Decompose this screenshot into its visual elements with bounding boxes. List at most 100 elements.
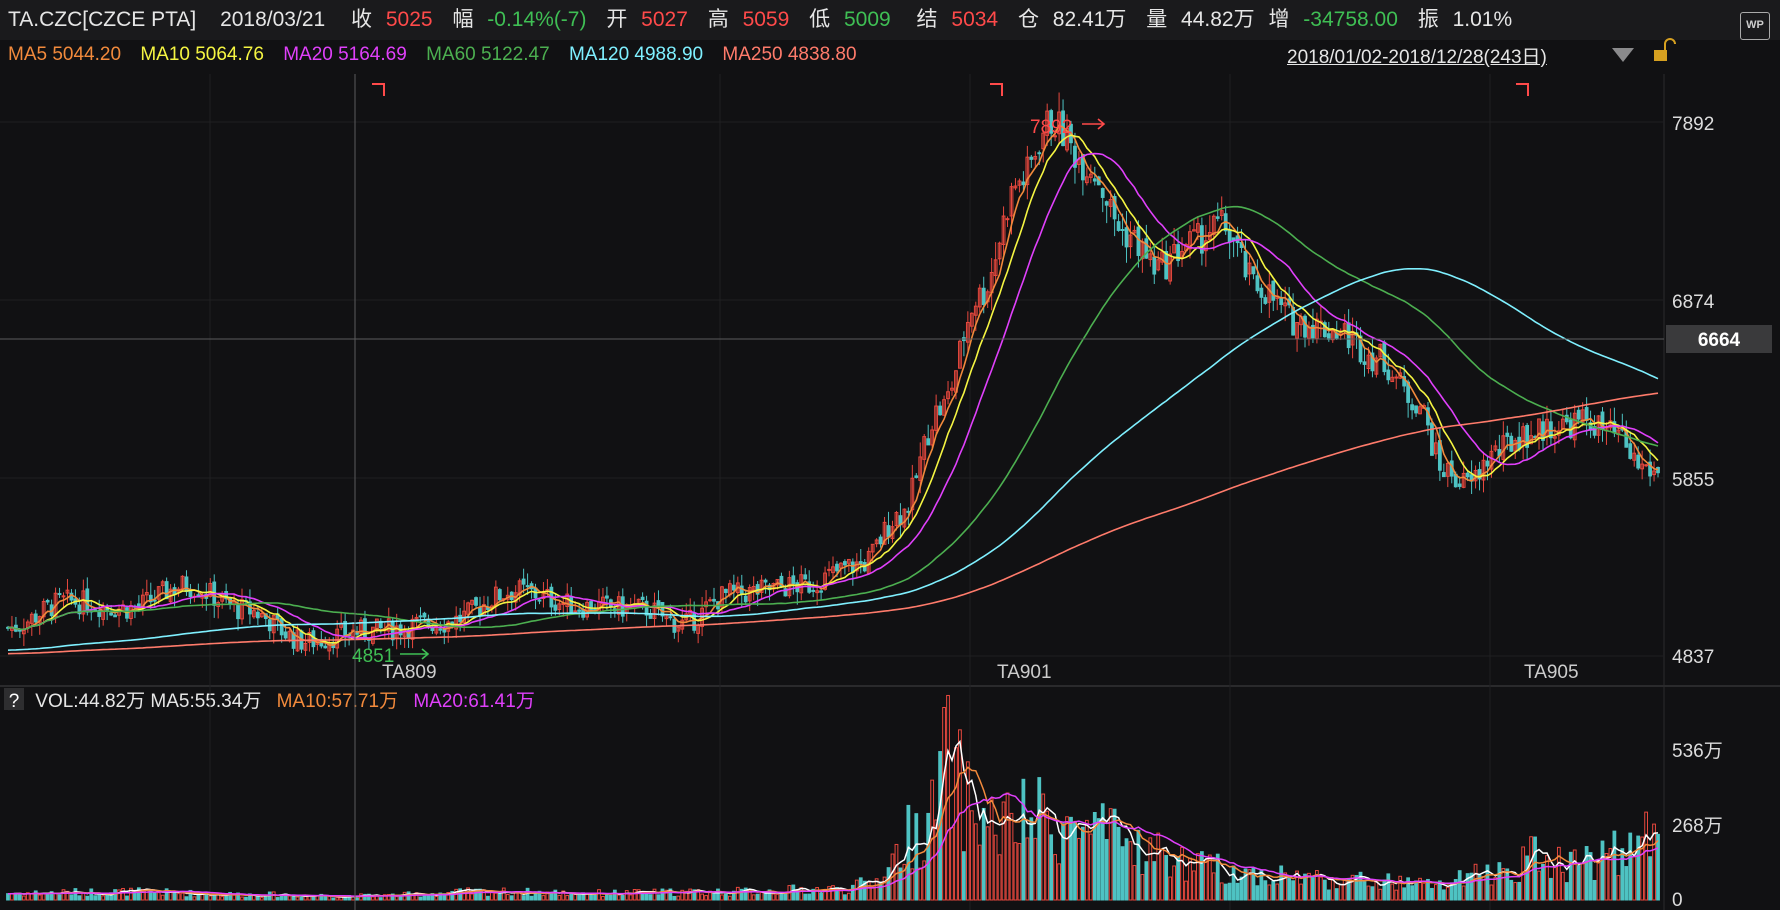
volume-bar — [930, 779, 935, 901]
candle-body — [636, 598, 641, 605]
volume-bar — [1652, 823, 1656, 901]
volume-bar — [533, 891, 538, 901]
candle-body — [882, 521, 887, 545]
quote-date: 2018/03/21 — [220, 8, 326, 31]
change-label: 幅 — [452, 8, 474, 31]
volume-bar — [1303, 873, 1307, 901]
triangle-down-icon[interactable] — [1612, 48, 1634, 62]
volume-bar — [1533, 836, 1537, 901]
candle-body — [394, 625, 399, 639]
contract-label-ta809: TA809 — [382, 662, 437, 683]
volume-bar — [1049, 834, 1054, 901]
candle-body — [144, 592, 149, 596]
volume-bar — [1009, 812, 1014, 901]
candle-body — [656, 600, 661, 607]
candle-body — [906, 510, 911, 513]
candle-body — [367, 638, 371, 641]
candle-body — [363, 618, 367, 638]
volume-bar — [255, 895, 260, 901]
volume-bar — [799, 887, 804, 901]
help-icon[interactable]: ? — [4, 688, 24, 712]
candle-body — [577, 609, 582, 612]
candle-body — [874, 539, 879, 545]
candle-body — [1541, 421, 1545, 441]
volume-bar — [1025, 837, 1030, 901]
volume-bar — [176, 893, 181, 901]
contract-label-ta905: TA905 — [1524, 662, 1579, 683]
volume-bar — [1315, 870, 1319, 901]
candle-body — [275, 613, 280, 620]
volume-bar — [985, 826, 990, 901]
ma-lines — [7, 123, 1659, 655]
candle-body — [803, 574, 808, 580]
volume-bar — [624, 890, 629, 901]
volume-bar — [973, 823, 978, 901]
candle-body — [1239, 242, 1244, 249]
volume-bar — [981, 807, 986, 901]
candle-body — [1457, 483, 1462, 487]
candle-body — [1227, 228, 1232, 243]
volume-bar — [569, 892, 574, 901]
candle-body — [1211, 215, 1216, 235]
volume-bar — [779, 893, 784, 901]
volume-bar — [196, 892, 201, 901]
volume-bar — [343, 895, 348, 901]
volume-bar — [557, 894, 562, 901]
volume-bar — [363, 893, 367, 901]
contract-marker-0 — [372, 83, 385, 96]
volume-bar — [890, 853, 895, 901]
volume-bar — [65, 890, 70, 901]
candle-body — [1370, 352, 1375, 372]
volume-bar — [866, 881, 871, 901]
candle-body — [1057, 111, 1061, 135]
volume-axis: 536万 268万 0 — [1672, 741, 1723, 910]
vol-ma10-legend: MA10:57.71万 — [276, 691, 399, 712]
volume-bar — [291, 894, 296, 901]
candle-body — [739, 585, 744, 596]
volume-bar — [1600, 840, 1605, 901]
date-range-selector[interactable]: 2018/01/02-2018/12/28(243日) — [1287, 47, 1547, 68]
candle-body — [1013, 185, 1018, 189]
candle-body — [898, 515, 903, 526]
volume-bar — [747, 889, 752, 901]
volume-bar — [1065, 816, 1069, 901]
volume-bar — [1560, 871, 1565, 901]
candle-body — [259, 613, 264, 618]
candle-body — [1640, 463, 1645, 470]
lock-icon[interactable] — [1654, 38, 1676, 61]
candle-body — [1390, 376, 1395, 383]
volume-bar — [180, 892, 185, 901]
candle-body — [529, 583, 534, 590]
wp-icon[interactable]: WP — [1740, 12, 1770, 40]
candle-body — [45, 599, 50, 603]
volume-bar — [1342, 879, 1347, 901]
candle-body — [561, 603, 566, 606]
volume-bar — [299, 896, 304, 901]
volume-bar — [850, 884, 855, 901]
candle-body — [410, 618, 415, 640]
volume-bar — [1176, 856, 1180, 901]
candle-body — [176, 588, 181, 593]
candle-body — [533, 587, 538, 599]
max-arrow — [1082, 118, 1106, 130]
volume-bar — [1219, 882, 1224, 901]
candle-body — [1108, 199, 1113, 207]
volume-bar — [882, 876, 887, 901]
volume-bar — [1156, 832, 1161, 901]
volume-bar — [458, 888, 463, 901]
candle-body — [839, 562, 843, 569]
candle-body — [763, 579, 768, 583]
candle-body — [1580, 409, 1585, 423]
candle-body — [1576, 409, 1581, 420]
volume-bar — [1580, 863, 1585, 901]
volume-bar — [668, 888, 673, 901]
volume-bar — [1092, 812, 1097, 901]
candle-body — [89, 610, 94, 613]
candle-body — [470, 599, 474, 605]
candle-body — [1362, 361, 1367, 365]
volume-bar — [240, 896, 244, 901]
contract-marker-1 — [990, 83, 1003, 96]
candle-body — [549, 586, 554, 608]
candle-body — [1033, 155, 1038, 160]
